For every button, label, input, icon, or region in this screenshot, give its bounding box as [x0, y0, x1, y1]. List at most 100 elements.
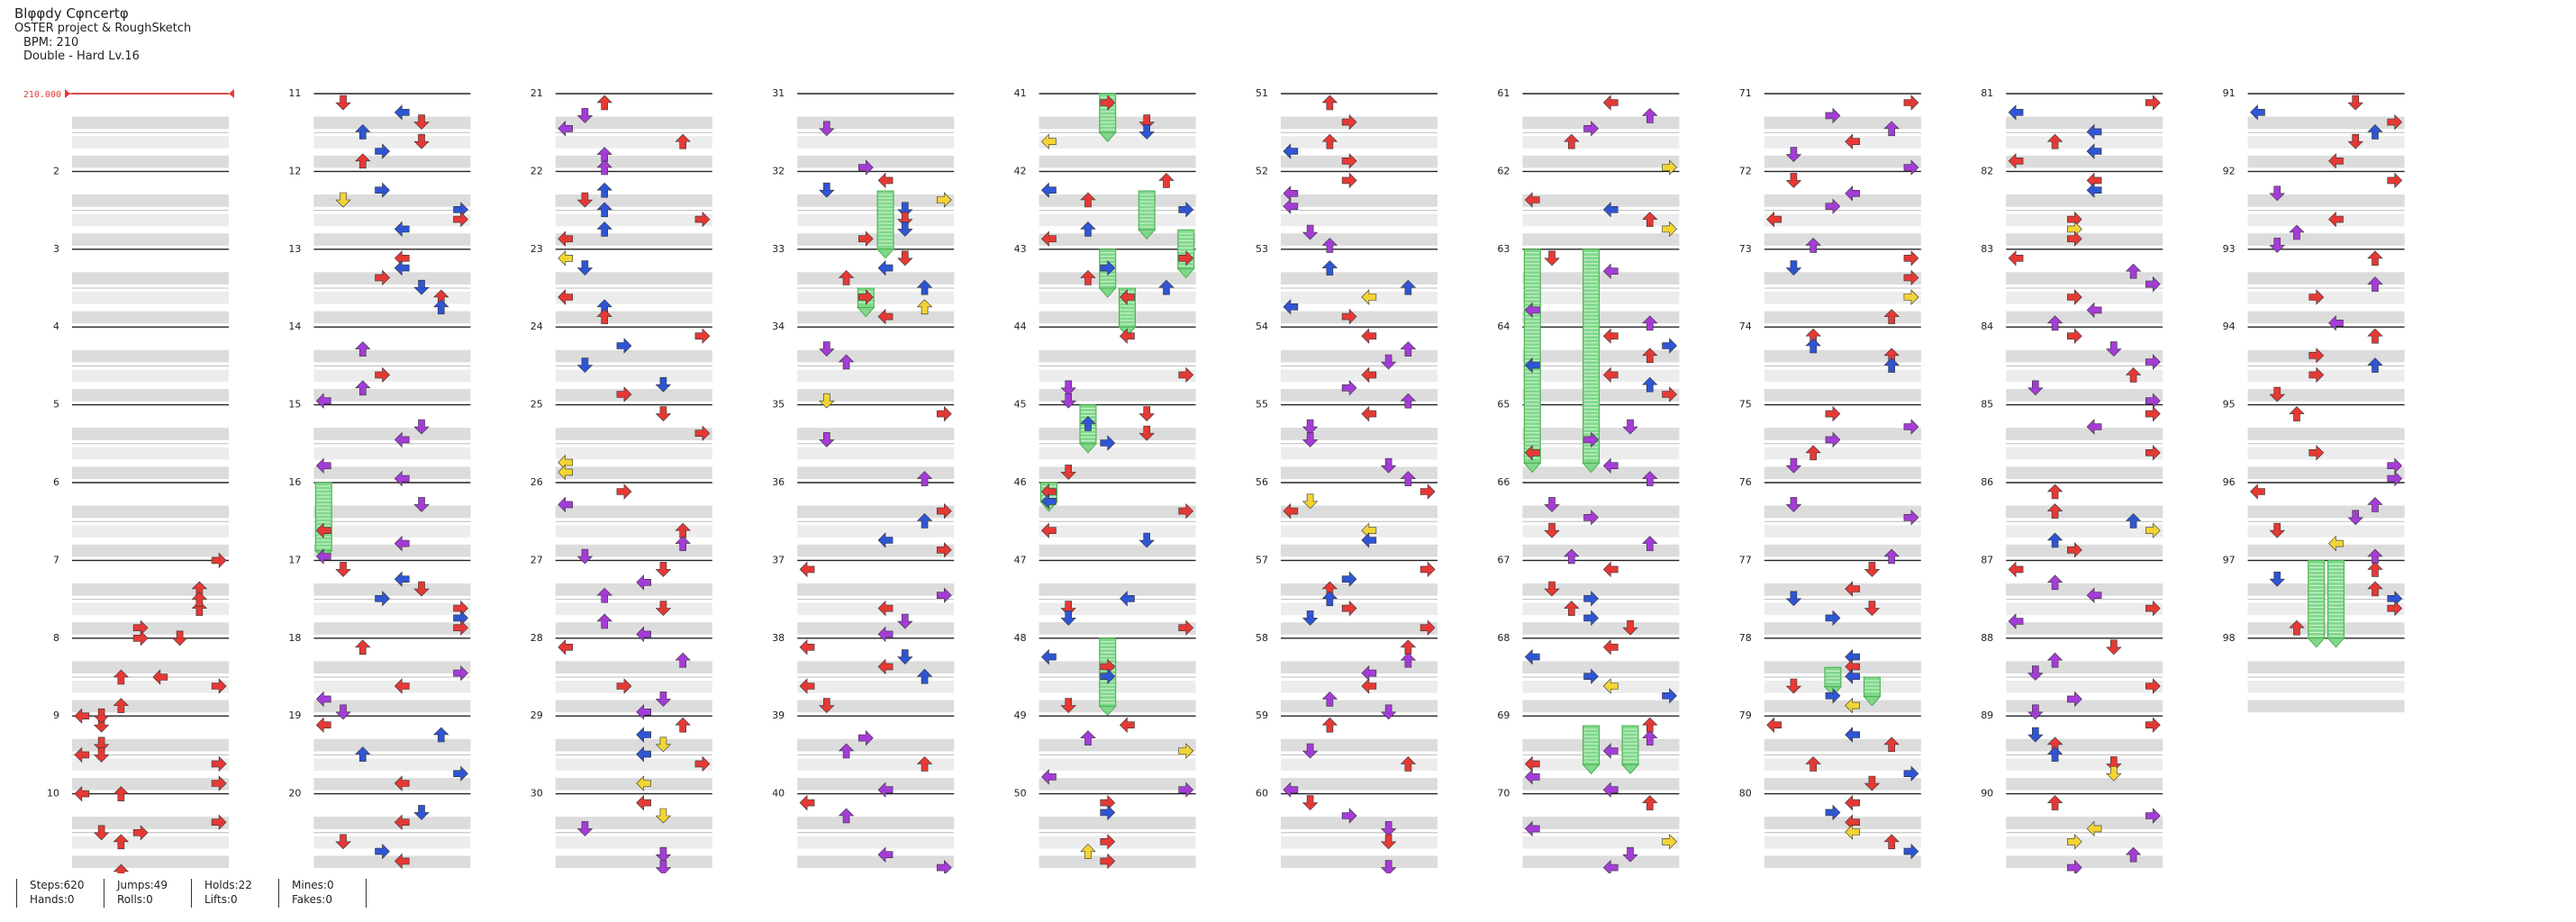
arrow-right-icon	[1903, 765, 1919, 782]
arrow-right-icon	[132, 630, 149, 646]
beat-band	[1764, 758, 1921, 771]
arrow-right-icon	[858, 159, 874, 176]
beat-band	[1764, 622, 1921, 635]
measure-number: 18	[288, 632, 301, 644]
measure-34: 34	[772, 321, 955, 402]
arrow-left-icon	[1283, 143, 1299, 159]
beat-band	[313, 505, 471, 519]
arrow-right-icon	[211, 552, 227, 569]
beat-band	[555, 700, 712, 713]
arrow-down-icon	[1380, 860, 1397, 873]
beat-band	[555, 758, 712, 771]
beat-band	[72, 194, 229, 207]
arrow-down-icon	[1138, 425, 1155, 441]
arrow-up-icon	[675, 652, 691, 668]
arrow-up-icon	[596, 182, 612, 198]
beat-band	[2247, 349, 2405, 363]
arrow-left-icon	[1602, 782, 1619, 798]
arrow-down-icon	[655, 692, 672, 707]
arrow-up-icon	[1805, 237, 1821, 253]
arrow-right-icon	[1825, 107, 1841, 124]
beat-band	[555, 855, 712, 868]
arrow-down-icon	[576, 821, 594, 836]
arrow-right-icon	[694, 328, 711, 344]
measure-number: 33	[772, 243, 785, 255]
measure-25: 25	[531, 399, 712, 479]
arrow-left-icon	[1845, 697, 1860, 714]
arrow-right-icon	[1420, 619, 1436, 636]
arrow-left-icon	[74, 746, 90, 764]
arrow-up-icon	[1080, 415, 1096, 431]
arrow-up-icon	[1321, 133, 1338, 149]
beat-band	[1522, 369, 1680, 382]
beat-band	[2006, 311, 2163, 324]
measure-15: 15	[288, 399, 471, 479]
beat-band	[797, 661, 955, 673]
arrow-right-icon	[2387, 470, 2403, 487]
beat-band	[72, 233, 229, 246]
beat-band	[1522, 661, 1680, 673]
beat-band	[797, 505, 955, 519]
measure-39: 39	[772, 710, 955, 791]
measure-96: 96	[2223, 476, 2405, 557]
arrow-left-icon	[2008, 104, 2024, 121]
arrow-down-icon	[576, 192, 594, 208]
arrow-left-icon	[152, 669, 168, 685]
measure-40: 40	[772, 788, 955, 868]
arrow-down-icon	[335, 95, 351, 111]
arrow-down-icon	[1622, 419, 1638, 435]
arrow-left-icon	[74, 785, 90, 802]
arrow-up-icon	[1400, 652, 1417, 668]
beat-band	[1522, 602, 1680, 616]
beat-band	[1039, 272, 1196, 285]
arrow-right-icon	[616, 484, 632, 500]
measure-9: 9	[53, 710, 229, 791]
arrow-up-icon	[1321, 717, 1338, 733]
arrow-down-icon	[1060, 698, 1076, 714]
beat-band	[72, 369, 229, 382]
measure-number: 57	[1256, 554, 1268, 565]
arrow-up-icon	[113, 669, 130, 685]
arrow-down-icon	[1864, 601, 1881, 617]
arrow-left-icon	[1283, 299, 1299, 315]
arrow-left-icon	[636, 727, 651, 743]
arrow-down-icon	[1785, 497, 1802, 512]
beat-band	[313, 583, 471, 596]
arrow-left-icon	[877, 782, 893, 798]
beat-band	[1039, 622, 1196, 635]
arrow-down-icon	[1302, 432, 1319, 447]
arrow-right-icon	[211, 814, 227, 830]
arrow-up-icon	[2046, 315, 2064, 331]
measure-35: 35	[772, 399, 955, 479]
beat-band	[1281, 389, 1438, 402]
arrow-down-icon	[1060, 393, 1076, 409]
beat-band	[797, 194, 955, 207]
arrow-left-icon	[1361, 289, 1377, 305]
holds-count: Holds:22	[204, 879, 252, 891]
arrow-up-icon	[1883, 548, 1900, 565]
arrow-right-icon	[1583, 431, 1599, 448]
arrow-down-icon	[1380, 354, 1397, 370]
measure-number: 73	[1739, 243, 1752, 255]
beat-band	[72, 525, 229, 538]
arrow-up-icon	[1883, 121, 1900, 137]
beat-band	[1522, 544, 1680, 557]
arrow-down-icon	[1302, 610, 1319, 626]
arrow-left-icon	[1602, 859, 1619, 873]
measure-number: 31	[772, 87, 785, 99]
measure-number: 21	[531, 87, 543, 99]
arrow-up-icon	[916, 279, 933, 295]
measure-95: 95	[2223, 399, 2405, 479]
arrow-up-icon	[916, 668, 933, 684]
beat-band	[72, 389, 229, 402]
measure-number: 84	[1981, 321, 1993, 332]
measure-18: 18	[288, 632, 471, 713]
arrow-left-icon	[2086, 182, 2102, 198]
arrow-up-icon	[2125, 512, 2142, 529]
arrow-up-icon	[1321, 260, 1338, 276]
measure-number: 85	[1981, 399, 1993, 411]
beat-band	[2006, 233, 2163, 246]
beat-band	[1522, 213, 1680, 227]
arrow-down-icon	[2106, 756, 2122, 772]
arrow-right-icon	[1178, 782, 1194, 798]
